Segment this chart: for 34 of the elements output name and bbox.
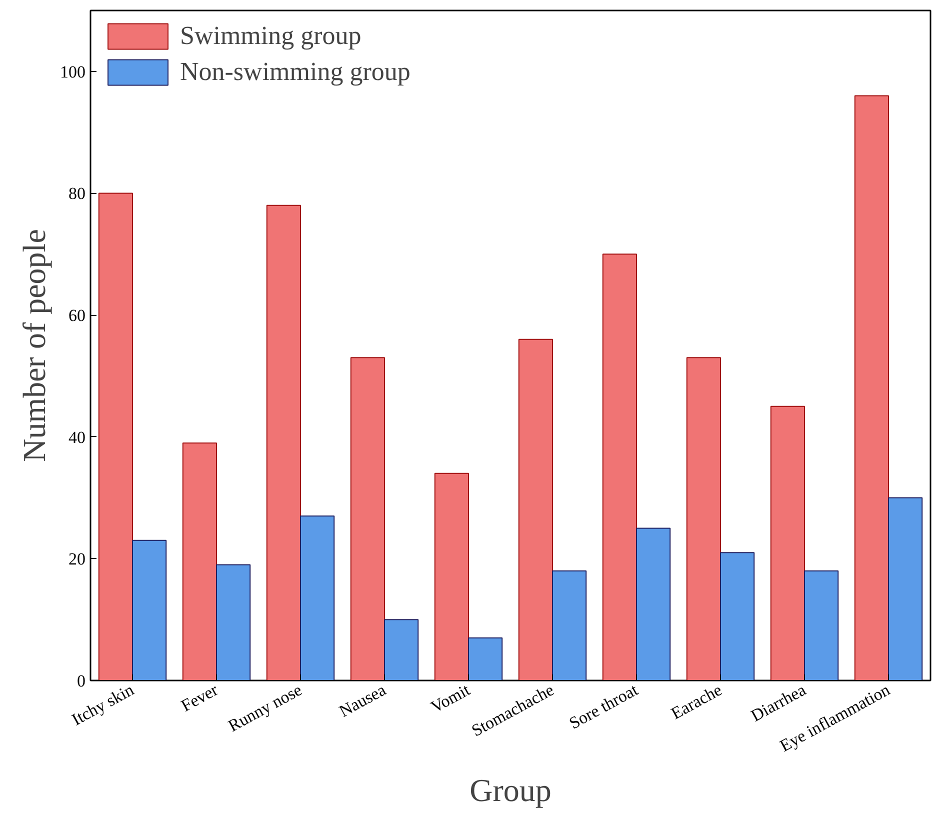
y-tick-label: 80 (68, 184, 86, 204)
bar (468, 637, 503, 680)
legend-label: Non-swimming group (180, 57, 410, 87)
bar (602, 254, 637, 680)
bar (216, 564, 251, 680)
bar (854, 95, 889, 680)
x-tick-label: Vomit (428, 680, 474, 717)
bar (132, 540, 167, 680)
y-tick-label: 60 (68, 306, 86, 326)
bar (770, 406, 805, 680)
legend-label: Swimming group (180, 21, 362, 51)
bar (888, 497, 923, 680)
x-tick-label: Fever (178, 680, 222, 716)
bar (266, 204, 301, 680)
y-axis-title: Number of people (16, 229, 52, 462)
bar (300, 516, 335, 680)
bar (686, 357, 721, 680)
y-tick-label: 0 (77, 672, 86, 690)
bar (552, 570, 587, 680)
bar (182, 442, 217, 680)
y-tick-label: 100 (60, 62, 86, 82)
bar (384, 619, 419, 680)
bar (98, 192, 133, 680)
y-tick-label: 40 (68, 428, 86, 447)
bar (350, 357, 385, 680)
x-tick-label: Sore throat (566, 680, 642, 733)
x-axis-title: Group (470, 772, 552, 808)
bar (518, 338, 553, 680)
x-tick-label: Runny nose (225, 680, 306, 736)
bar (720, 552, 755, 680)
bar (434, 472, 469, 680)
bar (804, 570, 839, 680)
bar (636, 528, 671, 680)
y-tick-label: 20 (68, 550, 86, 569)
